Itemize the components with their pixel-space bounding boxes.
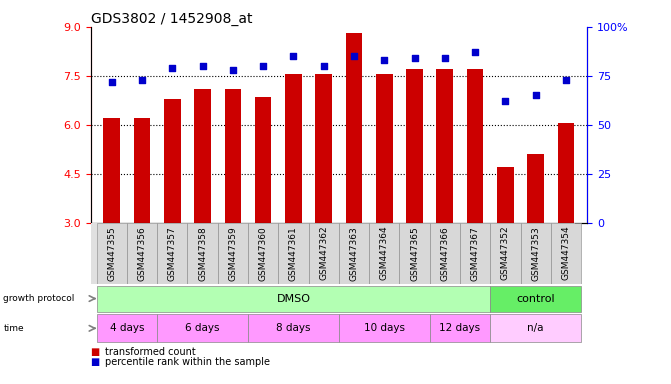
Point [107, 79, 117, 85]
Point [560, 77, 571, 83]
Text: GSM447353: GSM447353 [531, 226, 540, 281]
Bar [339, 223, 369, 283]
Bar [157, 314, 248, 342]
Point [379, 57, 390, 63]
Bar [369, 223, 399, 283]
Bar [157, 223, 187, 283]
Bar [558, 123, 574, 223]
Text: GSM447356: GSM447356 [138, 226, 146, 281]
Text: 4 days: 4 days [109, 323, 144, 333]
Point [167, 65, 178, 71]
Bar [376, 74, 393, 223]
Bar [248, 314, 339, 342]
Text: GSM447361: GSM447361 [289, 226, 298, 281]
Text: ■: ■ [91, 357, 100, 367]
Bar [491, 223, 521, 283]
Bar [551, 223, 581, 283]
Text: n/a: n/a [527, 323, 544, 333]
Point [197, 63, 208, 69]
Text: DMSO: DMSO [276, 293, 311, 304]
Text: control: control [517, 293, 555, 304]
Text: 8 days: 8 days [276, 323, 311, 333]
Text: 6 days: 6 days [185, 323, 220, 333]
Text: growth protocol: growth protocol [3, 294, 74, 303]
Point [440, 55, 450, 61]
Point [409, 55, 420, 61]
Bar [497, 167, 514, 223]
Point [349, 53, 360, 59]
Point [500, 98, 511, 104]
Point [227, 67, 238, 73]
Point [318, 63, 329, 69]
Bar [103, 118, 120, 223]
Point [530, 92, 541, 98]
Bar [225, 89, 241, 223]
Text: GSM447367: GSM447367 [470, 226, 480, 281]
Point [470, 49, 480, 55]
Bar [97, 314, 157, 342]
Bar [491, 286, 581, 311]
Text: 10 days: 10 days [364, 323, 405, 333]
Text: GSM447363: GSM447363 [350, 226, 358, 281]
Bar [285, 74, 302, 223]
Point [258, 63, 268, 69]
Text: time: time [3, 324, 24, 333]
Text: ■: ■ [91, 347, 100, 357]
Bar [278, 223, 309, 283]
Text: GSM447364: GSM447364 [380, 226, 389, 280]
Text: 12 days: 12 days [440, 323, 480, 333]
Bar [491, 314, 581, 342]
Bar [339, 314, 429, 342]
Text: transformed count: transformed count [105, 347, 196, 357]
Bar [309, 223, 339, 283]
Bar [134, 118, 150, 223]
Text: GSM447362: GSM447362 [319, 226, 328, 280]
Bar [255, 97, 272, 223]
Text: percentile rank within the sample: percentile rank within the sample [105, 357, 270, 367]
Bar [218, 223, 248, 283]
Text: GSM447360: GSM447360 [258, 226, 268, 281]
Text: GSM447352: GSM447352 [501, 226, 510, 280]
Text: GSM447354: GSM447354 [562, 226, 570, 280]
Bar [248, 223, 278, 283]
Text: GDS3802 / 1452908_at: GDS3802 / 1452908_at [91, 12, 252, 26]
Bar [164, 99, 180, 223]
Bar [315, 74, 332, 223]
Bar [406, 70, 423, 223]
Text: GSM447366: GSM447366 [440, 226, 450, 281]
Bar [527, 154, 544, 223]
Text: GSM447357: GSM447357 [168, 226, 177, 281]
Bar [346, 33, 362, 223]
Text: GSM447358: GSM447358 [198, 226, 207, 281]
Point [288, 53, 299, 59]
Bar [437, 70, 453, 223]
Bar [467, 70, 483, 223]
Bar [97, 223, 127, 283]
Bar [399, 223, 429, 283]
Point [137, 77, 148, 83]
Bar [429, 314, 491, 342]
Text: GSM447355: GSM447355 [107, 226, 116, 281]
Bar [521, 223, 551, 283]
Bar [195, 89, 211, 223]
Text: GSM447365: GSM447365 [410, 226, 419, 281]
Bar [460, 223, 491, 283]
Bar [97, 286, 491, 311]
Text: GSM447359: GSM447359 [228, 226, 238, 281]
Bar [127, 223, 157, 283]
Bar [429, 223, 460, 283]
Bar [187, 223, 218, 283]
